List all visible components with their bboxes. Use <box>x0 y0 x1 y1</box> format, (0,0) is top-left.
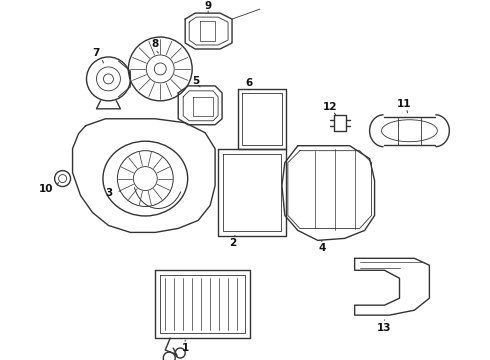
Text: 8: 8 <box>152 39 159 49</box>
Text: 12: 12 <box>322 102 337 112</box>
Text: 7: 7 <box>92 48 99 58</box>
Text: 10: 10 <box>38 184 53 194</box>
Text: 5: 5 <box>193 76 200 86</box>
Text: 13: 13 <box>377 323 392 333</box>
Text: 6: 6 <box>245 78 253 88</box>
Text: 1: 1 <box>182 343 189 353</box>
Text: 4: 4 <box>318 243 325 253</box>
Text: 3: 3 <box>105 188 112 198</box>
Text: 2: 2 <box>229 238 237 248</box>
Text: 11: 11 <box>397 99 412 109</box>
Text: 9: 9 <box>204 1 212 11</box>
